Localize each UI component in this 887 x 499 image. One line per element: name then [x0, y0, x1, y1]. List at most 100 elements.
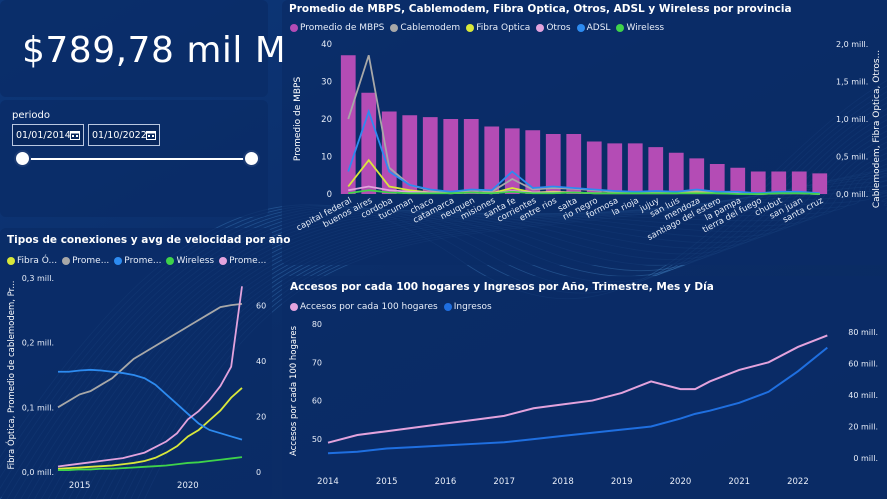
- legend-item-cablemodem[interactable]: Cablemodem: [390, 23, 460, 33]
- y2-tick-label: 80 mill.: [848, 328, 878, 337]
- y-tick-label: 80: [312, 320, 322, 329]
- y-axis-label: Accesos por cada 100 hogares: [289, 325, 299, 456]
- series-line: [327, 334, 828, 444]
- bar: [648, 147, 664, 194]
- bar: [504, 128, 520, 194]
- x-tick-label: 2020: [670, 477, 692, 487]
- legend-item-ingresos[interactable]: Ingresos: [443, 302, 492, 312]
- period-slider-start-handle[interactable]: [14, 150, 31, 167]
- x-tick-label: 2017: [493, 477, 515, 487]
- y2-tick-label: 20: [256, 413, 266, 422]
- bar: [668, 152, 684, 194]
- y-tick-label: 20: [321, 115, 332, 125]
- bar: [709, 164, 725, 194]
- x-tick-label: 2016: [435, 477, 457, 487]
- y-axis-label: Fibra Óptica, Promedio de cablemodem, Pr…: [5, 281, 17, 470]
- start-date-input[interactable]: 01/01/2014: [12, 124, 84, 146]
- bar: [750, 171, 766, 194]
- legend-item-fibra[interactable]: Fibra Optica: [466, 23, 530, 33]
- bar: [627, 143, 643, 194]
- chart3-legend: Accesos por cada 100 hogares Ingresos: [290, 302, 492, 312]
- bar: [566, 134, 582, 194]
- kpi-card: [0, 0, 268, 97]
- y-tick-label: 0,1 mill.: [22, 403, 54, 412]
- y2-tick-label: 2,0 mill.: [836, 40, 868, 49]
- bar: [586, 141, 602, 194]
- bar: [689, 158, 705, 194]
- y-tick-label: 30: [321, 78, 332, 88]
- legend-item-fibra[interactable]: Fibra Ó...: [7, 256, 57, 266]
- legend-item-mbps[interactable]: Promedio de MBPS: [290, 23, 384, 33]
- y2-tick-label: 60 mill.: [848, 359, 878, 368]
- bar: [463, 119, 479, 194]
- bar: [443, 119, 459, 194]
- period-slider-end-handle[interactable]: [243, 150, 260, 167]
- y-tick-label: 0,0 mill.: [22, 468, 54, 477]
- bar: [607, 143, 623, 194]
- bar: [402, 115, 418, 194]
- y2-tick-label: 0 mill.: [853, 454, 878, 463]
- legend-item-wireless[interactable]: Wireless: [616, 23, 664, 33]
- y2-tick-label: 0,5 mill.: [836, 153, 868, 162]
- series-line: [348, 189, 820, 195]
- legend-item-adsl[interactable]: ADSL: [576, 23, 610, 33]
- kpi-total-revenue: $789,78 mil M: [22, 30, 287, 71]
- series-line: [57, 286, 243, 468]
- y-tick-label: 70: [312, 358, 322, 367]
- bar: [525, 130, 541, 194]
- y2-axis-label: Cablemodem, Fibra Optica, Otros...: [872, 50, 882, 208]
- end-date-input[interactable]: 01/10/2022: [88, 124, 160, 146]
- bar: [381, 111, 397, 194]
- legend-item-cablemodem[interactable]: Prome...: [62, 256, 109, 266]
- chart1-plot: 40 30 20 10 0 2,0 mill. 1,5 mill. 1,0 mill. 0,5 …: [293, 40, 882, 243]
- period-filter-label: periodo: [12, 110, 50, 121]
- y-tick-label: 10: [321, 153, 332, 163]
- chart2-legend: Fibra Ó... Prome... Prome... Wireless Pr…: [7, 256, 266, 266]
- chart3-card: [282, 276, 887, 499]
- start-date-value: 01/01/2014: [16, 130, 71, 141]
- series-line: [347, 108, 820, 195]
- x-tick-label: 2019: [611, 477, 633, 487]
- y-axis-label: Promedio de MBPS: [293, 77, 303, 162]
- bar: [484, 126, 500, 194]
- calendar-icon[interactable]: [146, 130, 156, 140]
- y-tick-label: 50: [312, 435, 322, 444]
- legend-item-wireless[interactable]: Wireless: [166, 256, 214, 266]
- y-tick-label: 0,2 mill.: [22, 339, 54, 348]
- legend-item-adsl[interactable]: Prome...: [114, 256, 161, 266]
- legend-item-accesos[interactable]: Accesos por cada 100 hogares: [290, 302, 438, 312]
- bar: [361, 92, 377, 194]
- y-tick-label: 60: [312, 397, 322, 406]
- x-tick-label: 2015: [69, 481, 91, 491]
- x-tick-label: 2020: [177, 481, 199, 491]
- legend-item-otros[interactable]: Otros: [536, 23, 571, 33]
- y-tick-label: 0,3 mill.: [22, 274, 54, 283]
- calendar-icon[interactable]: [70, 130, 80, 140]
- x-tick-label: 2018: [552, 477, 574, 487]
- series-line: [57, 387, 243, 470]
- x-tick-label: 2015: [376, 477, 398, 487]
- period-slider-track[interactable]: [22, 158, 252, 160]
- chart2-title: Tipos de conexiones y avg de velocidad p…: [7, 234, 291, 246]
- x-tick-label: 2014: [317, 477, 339, 487]
- bar: [730, 167, 746, 194]
- chart3-title: Accesos por cada 100 hogares y Ingresos …: [290, 281, 714, 293]
- x-tick-label: 2021: [728, 477, 750, 487]
- bar: [791, 171, 807, 194]
- bar: [812, 173, 828, 194]
- bar: [771, 171, 787, 194]
- end-date-value: 01/10/2022: [92, 130, 147, 141]
- y2-tick-label: 1,5 mill.: [836, 78, 868, 87]
- legend-item-mbps[interactable]: Prome...: [219, 256, 266, 266]
- y-tick-label: 0: [327, 190, 332, 200]
- chart2-plot: 0,3 mill. 0,2 mill. 0,1 mill. 0,0 mill. 60 40…: [5, 274, 266, 491]
- y2-tick-label: 20 mill.: [848, 422, 878, 431]
- y2-tick-label: 60: [256, 302, 266, 311]
- bar: [422, 117, 438, 194]
- y-tick-label: 40: [321, 40, 332, 50]
- series-line: [57, 302, 243, 409]
- chart1-title: Promedio de MBPS, Cablemodem, Fibra Opti…: [289, 3, 792, 15]
- bar: [340, 55, 356, 194]
- y2-tick-label: 0,0 mill.: [836, 190, 868, 199]
- bar: [545, 134, 561, 194]
